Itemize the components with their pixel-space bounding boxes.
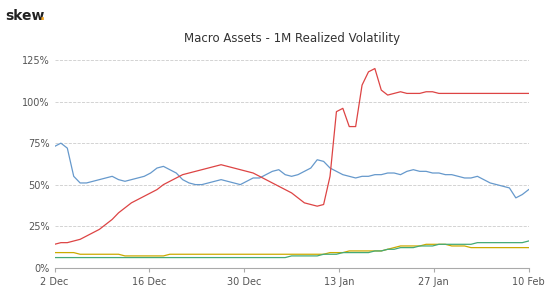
Line: BTC Last: 48.1%: BTC Last: 48.1% <box>54 143 529 198</box>
SPX Last: 15.6%: (66, 15): 15.6%: (66, 15) <box>474 241 481 244</box>
SPX Last: 15.6%: (56, 12): 15.6%: (56, 12) <box>410 246 416 250</box>
BTC Last: 48.1%: (60, 57): 48.1%: (60, 57) <box>435 171 442 175</box>
BTC Last: 48.1%: (57, 58): 48.1%: (57, 58) <box>416 170 423 173</box>
XAU Last: 12.2%: (60, 14): 12.2%: (60, 14) <box>435 243 442 246</box>
SPX Last: 15.6%: (6, 6): 15.6%: (6, 6) <box>90 256 96 259</box>
BTC Last: 48.1%: (62, 56): 48.1%: (62, 56) <box>449 173 455 177</box>
Text: skew: skew <box>5 9 45 23</box>
XAU Last: 12.2%: (74, 12): 12.2%: (74, 12) <box>525 246 532 250</box>
XAU Last: 12.2%: (11, 7): 12.2%: (11, 7) <box>122 254 128 258</box>
WTI Last: 105.3%: (57, 105): 105.3%: (57, 105) <box>416 92 423 95</box>
Title: Macro Assets - 1M Realized Volatility: Macro Assets - 1M Realized Volatility <box>184 32 399 45</box>
Line: SPX Last: 15.6%: SPX Last: 15.6% <box>54 241 529 257</box>
XAU Last: 12.2%: (0, 9): 12.2%: (0, 9) <box>51 251 58 254</box>
XAU Last: 12.2%: (57, 13): 12.2%: (57, 13) <box>416 244 423 248</box>
BTC Last: 48.1%: (74, 47): 48.1%: (74, 47) <box>525 188 532 192</box>
BTC Last: 48.1%: (7, 53): 48.1%: (7, 53) <box>96 178 102 181</box>
SPX Last: 15.6%: (59, 13): 15.6%: (59, 13) <box>429 244 436 248</box>
XAU Last: 12.2%: (58, 14): 12.2%: (58, 14) <box>423 243 429 246</box>
XAU Last: 12.2%: (68, 12): 12.2%: (68, 12) <box>487 246 493 250</box>
Text: .: . <box>39 9 45 23</box>
SPX Last: 15.6%: (61, 14): 15.6%: (61, 14) <box>442 243 449 246</box>
BTC Last: 48.1%: (1, 75): 48.1%: (1, 75) <box>58 141 64 145</box>
WTI Last: 105.3%: (62, 105): 105.3%: (62, 105) <box>449 92 455 95</box>
WTI Last: 105.3%: (60, 105): 105.3%: (60, 105) <box>435 92 442 95</box>
WTI Last: 105.3%: (6, 21): 105.3%: (6, 21) <box>90 231 96 234</box>
SPX Last: 15.6%: (74, 16): 15.6%: (74, 16) <box>525 239 532 243</box>
Line: WTI Last: 105.3%: WTI Last: 105.3% <box>54 68 529 244</box>
BTC Last: 48.1%: (59, 57): 48.1%: (59, 57) <box>429 171 436 175</box>
Line: XAU Last: 12.2%: XAU Last: 12.2% <box>54 244 529 256</box>
XAU Last: 12.2%: (6, 8): 12.2%: (6, 8) <box>90 252 96 256</box>
BTC Last: 48.1%: (67, 53): 48.1%: (67, 53) <box>481 178 487 181</box>
BTC Last: 48.1%: (72, 42): 48.1%: (72, 42) <box>512 196 519 200</box>
WTI Last: 105.3%: (0, 14): 105.3%: (0, 14) <box>51 243 58 246</box>
BTC Last: 48.1%: (0, 73): 48.1%: (0, 73) <box>51 145 58 148</box>
WTI Last: 105.3%: (50, 120): 105.3%: (50, 120) <box>372 67 378 70</box>
XAU Last: 12.2%: (63, 13): 12.2%: (63, 13) <box>455 244 462 248</box>
SPX Last: 15.6%: (0, 6): 15.6%: (0, 6) <box>51 256 58 259</box>
WTI Last: 105.3%: (59, 106): 105.3%: (59, 106) <box>429 90 436 94</box>
WTI Last: 105.3%: (74, 105): 105.3%: (74, 105) <box>525 92 532 95</box>
XAU Last: 12.2%: (61, 14): 12.2%: (61, 14) <box>442 243 449 246</box>
SPX Last: 15.6%: (58, 13): 15.6%: (58, 13) <box>423 244 429 248</box>
WTI Last: 105.3%: (67, 105): 105.3%: (67, 105) <box>481 92 487 95</box>
